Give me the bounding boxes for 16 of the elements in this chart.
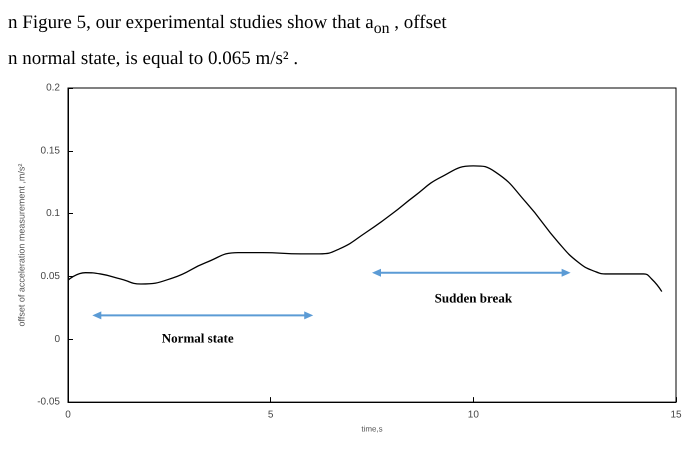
x-tick-label: 5 [268,410,274,421]
y-tick-label: 0.05 [40,270,60,282]
y-tick-label: 0.1 [46,208,60,220]
x-tick-label: 0 [65,410,72,421]
x-axis-title: time,s [361,424,383,434]
text: n Figure 5, our experimental studies show that a$_{on}$ , offset [8,11,448,39]
text: n normal state, is equal to 0.065 m/s² . [8,46,300,71]
x-tick-label: 15 [670,410,682,421]
x-tick-label: 10 [468,410,480,421]
annotation: Sudden break [434,290,513,306]
y-tick-label: 0 [54,334,60,345]
y-tick-label: 0.2 [46,82,60,94]
y-tick-label: -0.05 [37,396,60,408]
y-axis-title: offset of acceleration measurement ,m/s² [16,164,26,327]
y-tick-label: 0.15 [40,145,60,156]
annotation: Normal state [162,330,234,346]
